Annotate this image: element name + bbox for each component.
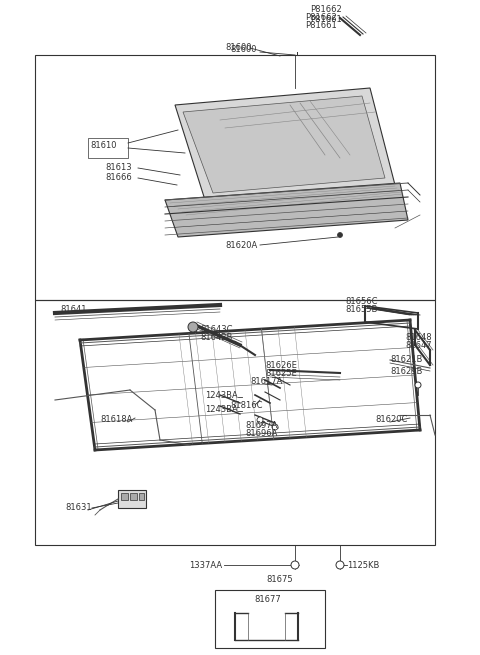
Text: 81600: 81600 xyxy=(225,43,252,52)
Text: 81656C: 81656C xyxy=(345,297,377,307)
Text: 81675: 81675 xyxy=(267,576,293,584)
Text: 81648: 81648 xyxy=(405,333,432,343)
Text: 81677: 81677 xyxy=(254,595,281,605)
Text: 81610: 81610 xyxy=(90,141,117,149)
Text: 1337AA: 1337AA xyxy=(189,561,222,569)
Text: 81613: 81613 xyxy=(105,164,132,172)
Text: 1243BA: 1243BA xyxy=(205,390,238,400)
Text: 81618A: 81618A xyxy=(100,415,132,424)
Text: 81647: 81647 xyxy=(405,341,432,350)
Polygon shape xyxy=(175,88,395,200)
Text: P81662: P81662 xyxy=(305,14,337,22)
Text: 1125KB: 1125KB xyxy=(347,561,379,569)
Text: P81661: P81661 xyxy=(305,22,337,31)
Text: 81816C: 81816C xyxy=(230,400,263,409)
Text: 81629B: 81629B xyxy=(390,367,422,377)
Text: 81625E: 81625E xyxy=(265,369,297,379)
Text: 81617A: 81617A xyxy=(250,377,282,386)
Text: 81641: 81641 xyxy=(60,305,86,314)
Circle shape xyxy=(415,382,421,388)
Circle shape xyxy=(257,417,263,423)
Text: 81600: 81600 xyxy=(230,45,256,54)
Text: 81643C: 81643C xyxy=(200,326,232,335)
Text: 81642B: 81642B xyxy=(200,333,232,343)
Text: 81620C: 81620C xyxy=(375,415,408,424)
Bar xyxy=(121,493,128,500)
Text: 81655B: 81655B xyxy=(345,305,377,314)
Text: P81662: P81662 xyxy=(310,5,342,14)
Text: 81697A: 81697A xyxy=(245,421,277,430)
Text: 81626E: 81626E xyxy=(265,362,297,371)
Text: P81661: P81661 xyxy=(310,14,342,24)
Bar xyxy=(215,590,325,648)
Polygon shape xyxy=(183,96,385,193)
Text: 81666: 81666 xyxy=(105,174,132,183)
Circle shape xyxy=(337,233,343,238)
Text: 81620A: 81620A xyxy=(225,240,257,250)
Circle shape xyxy=(291,561,299,569)
Bar xyxy=(118,490,146,508)
Bar xyxy=(139,493,144,500)
Bar xyxy=(35,300,435,545)
Circle shape xyxy=(272,424,278,430)
Bar xyxy=(130,493,137,500)
Polygon shape xyxy=(165,183,408,237)
Text: 1243BA: 1243BA xyxy=(205,405,238,415)
Text: 81696A: 81696A xyxy=(245,428,277,438)
Circle shape xyxy=(336,561,344,569)
Text: 81621B: 81621B xyxy=(390,356,422,364)
Bar xyxy=(88,138,128,158)
Bar xyxy=(35,55,435,300)
Text: 81631: 81631 xyxy=(65,504,92,512)
Circle shape xyxy=(188,322,198,332)
